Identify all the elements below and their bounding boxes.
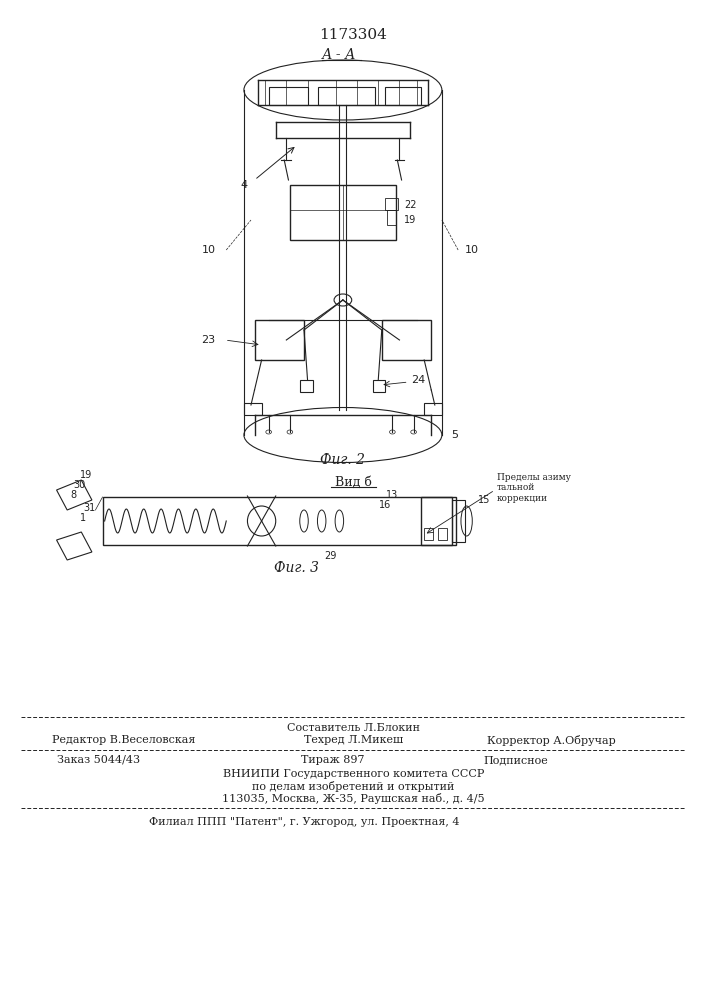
Bar <box>103 497 456 545</box>
Bar <box>244 403 262 415</box>
Text: 10: 10 <box>201 245 216 255</box>
Text: 1: 1 <box>80 513 86 523</box>
Text: 5: 5 <box>451 430 458 440</box>
Text: 22: 22 <box>404 200 417 210</box>
Text: Заказ 5044/43: Заказ 5044/43 <box>57 755 141 765</box>
Text: 8: 8 <box>71 490 76 500</box>
Bar <box>382 320 431 360</box>
Text: ВНИИПИ Государственного комитета СССР: ВНИИПИ Государственного комитета СССР <box>223 769 484 779</box>
Text: 113035, Москва, Ж-35, Раушская наб., д. 4/5: 113035, Москва, Ж-35, Раушская наб., д. … <box>222 792 485 804</box>
Text: 16: 16 <box>379 500 392 510</box>
Text: А - А: А - А <box>322 48 356 62</box>
Text: 23: 23 <box>201 335 216 345</box>
Text: Составитель Л.Блокин: Составитель Л.Блокин <box>287 723 420 733</box>
Bar <box>269 87 308 105</box>
Bar <box>385 87 421 105</box>
Bar <box>373 380 385 392</box>
Text: Фиг. 3: Фиг. 3 <box>274 561 320 575</box>
Text: Техред Л.Микеш: Техред Л.Микеш <box>304 735 403 745</box>
Bar <box>290 185 396 240</box>
Text: 19: 19 <box>80 470 93 480</box>
Bar <box>255 320 304 360</box>
Bar <box>438 528 447 540</box>
Text: 31: 31 <box>83 503 95 513</box>
Text: 30: 30 <box>74 480 86 490</box>
Text: 4: 4 <box>240 180 247 190</box>
Text: Тираж 897: Тираж 897 <box>300 755 364 765</box>
Text: 15: 15 <box>478 495 491 505</box>
Text: 1173304: 1173304 <box>320 28 387 42</box>
Text: Редактор В.Веселовская: Редактор В.Веселовская <box>52 735 195 745</box>
Bar <box>300 380 313 392</box>
Text: по делам изобретений и открытий: по делам изобретений и открытий <box>252 780 455 792</box>
Text: Пределы азиму
тальной
коррекции: Пределы азиму тальной коррекции <box>497 473 571 503</box>
Bar <box>385 198 398 210</box>
Text: Фиг. 2: Фиг. 2 <box>320 453 366 467</box>
Bar <box>424 528 433 540</box>
Text: 13: 13 <box>386 490 399 500</box>
Text: 24: 24 <box>411 375 426 385</box>
Text: Корректор А.Обручар: Корректор А.Обручар <box>487 734 616 746</box>
Text: Филиал ППП "Патент", г. Ужгород, ул. Проектная, 4: Филиал ППП "Патент", г. Ужгород, ул. Про… <box>148 817 460 827</box>
Text: 10: 10 <box>465 245 479 255</box>
Bar <box>318 87 375 105</box>
Bar <box>421 497 452 545</box>
Bar <box>424 403 442 415</box>
Bar <box>452 500 465 542</box>
Text: Подписное: Подписное <box>484 755 549 765</box>
Text: 19: 19 <box>404 215 416 225</box>
Text: Вид б: Вид б <box>335 476 372 488</box>
Bar <box>387 210 396 225</box>
Text: 29: 29 <box>325 551 337 561</box>
